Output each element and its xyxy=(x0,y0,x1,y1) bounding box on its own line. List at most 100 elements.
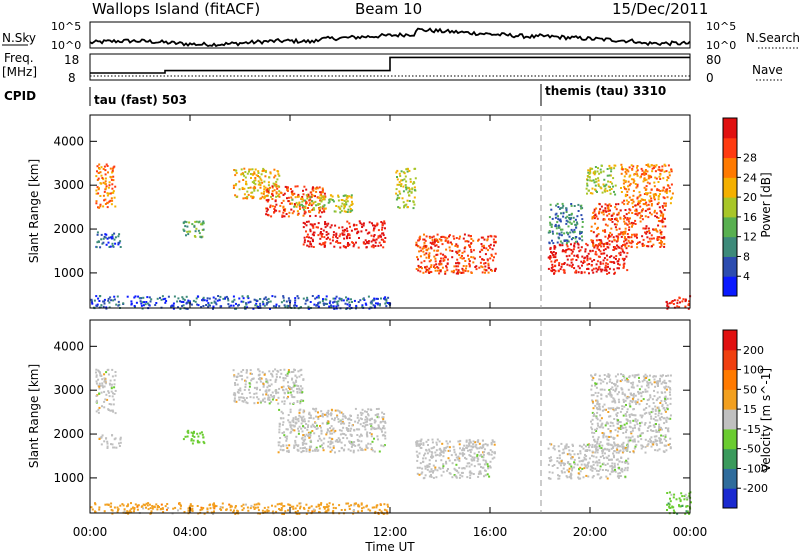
heatmap-cell xyxy=(358,419,360,422)
heatmap-cell xyxy=(278,428,281,431)
heatmap-cell xyxy=(155,503,158,506)
heatmap-cell xyxy=(275,391,278,394)
heatmap-cell xyxy=(292,385,295,388)
heatmap-cell xyxy=(308,245,311,248)
heatmap-cell xyxy=(327,505,330,508)
heatmap-cell xyxy=(349,449,352,452)
heatmap-cell xyxy=(493,440,496,443)
heatmap-cell xyxy=(656,391,659,394)
heatmap-cell xyxy=(343,210,346,213)
heatmap-cell xyxy=(344,434,347,437)
heatmap-cell xyxy=(597,391,600,394)
heatmap-cell xyxy=(611,386,614,389)
heatmap-cell xyxy=(245,371,248,374)
heatmap-cell xyxy=(289,424,292,427)
heatmap-cell xyxy=(103,380,106,383)
heatmap-cell xyxy=(95,189,98,192)
heatmap-cell xyxy=(669,446,672,449)
heatmap-cell xyxy=(95,371,97,374)
heatmap-cell xyxy=(618,460,621,463)
heatmap-cell xyxy=(603,378,606,380)
heatmap-cell xyxy=(110,197,113,200)
heatmap-cell xyxy=(246,295,249,298)
heatmap-cell xyxy=(602,448,605,451)
heatmap-cell xyxy=(591,187,594,190)
heatmap-cell xyxy=(568,467,571,470)
heatmap-cell xyxy=(607,237,610,240)
heatmap-cell xyxy=(133,296,136,299)
heatmap-cell xyxy=(142,304,145,307)
heatmap-cell xyxy=(421,467,424,470)
heatmap-cell xyxy=(246,190,249,193)
heatmap-cell xyxy=(620,187,622,189)
heatmap-cell xyxy=(234,513,237,515)
heatmap-cell xyxy=(325,233,328,236)
heatmap-cell xyxy=(97,240,100,243)
heatmap-cell xyxy=(200,506,203,509)
heatmap-cell xyxy=(108,184,111,187)
heatmap-cell xyxy=(598,374,601,377)
heatmap-cell xyxy=(230,304,233,307)
heatmap-cell xyxy=(626,408,629,411)
heatmap-cell xyxy=(269,206,272,209)
heatmap-cell xyxy=(435,459,437,462)
heatmap-cell xyxy=(307,435,310,437)
heatmap-cell xyxy=(320,234,323,237)
heatmap-cell xyxy=(643,412,646,415)
heatmap-cell xyxy=(626,194,629,197)
heatmap-cell xyxy=(251,173,254,176)
heatmap-cell xyxy=(620,191,623,193)
heatmap-cell xyxy=(664,434,667,437)
heatmap-cell xyxy=(212,305,215,308)
heatmap-cell xyxy=(362,298,365,300)
heatmap-cell xyxy=(329,432,332,435)
heatmap-cell xyxy=(202,305,205,307)
heatmap-cell xyxy=(257,509,260,512)
heatmap-cell xyxy=(345,203,348,206)
heatmap-cell xyxy=(477,239,479,242)
heatmap-cell xyxy=(367,508,370,511)
cpid-segment-2: themis (tau) 3310 xyxy=(545,84,666,98)
heatmap-cell xyxy=(627,462,630,465)
heatmap-cell xyxy=(655,399,658,402)
heatmap-cell xyxy=(349,210,352,213)
heatmap-cell xyxy=(317,417,320,420)
heatmap-cell xyxy=(637,212,640,215)
heatmap-cell xyxy=(667,374,670,377)
heatmap-cell xyxy=(670,493,673,496)
heatmap-cell xyxy=(326,224,329,227)
heatmap-cell xyxy=(227,299,230,302)
heatmap-cell xyxy=(293,382,296,385)
heatmap-cell xyxy=(432,446,435,449)
heatmap-cell xyxy=(648,378,651,381)
heatmap-cell xyxy=(335,305,338,308)
power-heatmap xyxy=(90,163,692,310)
heatmap-cell xyxy=(614,271,616,274)
heatmap-cell xyxy=(406,168,409,171)
heatmap-cell xyxy=(310,425,313,428)
heatmap-cell xyxy=(663,396,666,399)
heatmap-cell xyxy=(377,416,380,419)
heatmap-cell xyxy=(463,247,466,250)
heatmap-cell xyxy=(480,453,483,456)
heatmap-cell xyxy=(326,415,329,418)
heatmap-cell xyxy=(566,215,569,218)
heatmap-cell xyxy=(345,308,348,310)
heatmap-cell xyxy=(565,211,568,213)
heatmap-cell xyxy=(271,504,273,507)
heatmap-cell xyxy=(570,261,573,264)
heatmap-cell xyxy=(248,385,251,388)
heatmap-cell xyxy=(191,442,194,445)
heatmap-cell xyxy=(210,301,213,304)
heatmap-cell xyxy=(416,442,419,445)
heatmap-cell xyxy=(647,245,650,248)
heatmap-cell xyxy=(438,440,441,443)
heatmap-cell xyxy=(203,512,206,515)
heatmap-cell xyxy=(554,253,557,256)
heatmap-cell xyxy=(434,257,437,260)
heatmap-cell xyxy=(301,430,304,433)
heatmap-cell xyxy=(384,421,387,424)
heatmap-cell xyxy=(106,447,109,449)
heatmap-cell xyxy=(469,440,472,443)
heatmap-cell xyxy=(373,450,376,453)
